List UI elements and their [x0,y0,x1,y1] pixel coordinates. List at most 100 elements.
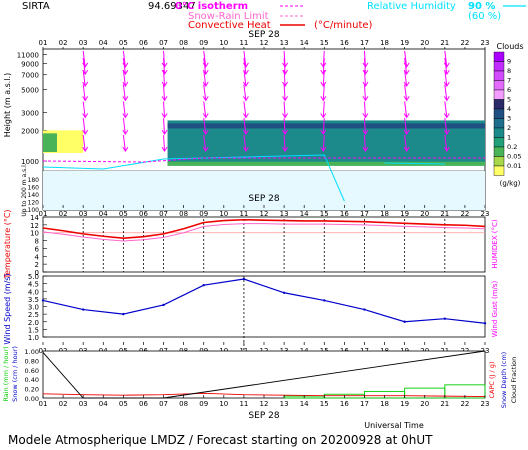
hour-tick-label: 05 [119,400,128,408]
hour-tick-label: 09 [199,39,208,47]
wind-point [483,322,487,325]
wind-arrow-head [242,146,249,153]
wind-arrow-shaft [163,69,166,87]
wind-arrow-head [122,129,129,136]
hour-tick-label: 02 [59,400,68,408]
wind-arrow-shaft [404,101,408,118]
wind-arrow-shaft [122,101,126,118]
hour-tick-label: 21 [440,210,449,218]
hour-tick-label: 01 [39,39,48,47]
wind-arrow-shaft [444,50,448,67]
lower-layer-band [43,171,485,210]
wind-arrow-head [161,113,168,119]
wind-arrow-shaft [122,84,126,101]
precip-tick-label: 0.00 [25,395,39,403]
wind-arrow-head [362,81,369,87]
cloud-legend-swatch [493,146,505,157]
height-tick-label: 5000 [21,87,39,95]
hour-tick-label: 13 [280,39,289,47]
wind-arrow-head [161,81,168,87]
wind-series-line [42,278,486,324]
wind-tick-label: 3.0 [28,304,39,312]
wind-point [242,277,246,281]
wind-arrow-head [403,96,410,102]
wind-arrow-shaft [203,50,207,67]
hour-tick-label: 15 [320,210,329,218]
low-height-tick-label: 140 [28,192,40,199]
low-height-tick-label: 120 [28,200,40,207]
hour-tick-label: 11 [239,39,248,47]
wind-arrow-shaft [283,58,286,75]
hour-tick-label: 01 [39,210,48,218]
hour-tick-label: 02 [59,210,68,218]
temp-tick-label: 0 [35,269,39,277]
hour-tick-label: 02 [59,39,68,47]
x-axis-label: Universal Time [364,421,424,430]
wind-arrow-head [242,129,249,136]
wind-arrow-shaft [163,58,166,75]
legend-rh-60: (60 %) [468,11,501,22]
wind-tick-label: 4.0 [28,288,39,296]
cloud-legend-label: 0.01 [507,162,521,170]
wind-arrow-head [320,96,327,102]
wind-arrow-head [82,129,89,136]
wind-arrow-shaft [82,118,86,135]
wind-arrow-head [242,96,249,102]
wind-arrow-shaft [243,84,247,101]
wind-arrow-head [320,81,327,87]
cloud-fraction-axis-label: Cloud Fraction [510,357,518,404]
hour-tick-label: 16 [340,400,349,408]
wind-arrow-shaft [283,84,286,101]
hour-tick-label: 18 [380,400,389,408]
wind-arrow-shaft [203,58,207,75]
cloud-legend-swatch [493,99,505,110]
cloud-legend-label: 5 [507,96,511,104]
hour-tick-label: 23 [481,400,490,408]
wind-arrow-shaft [404,84,408,101]
low-height-tick-label: 160 [28,185,40,192]
wind-arrow-shaft [444,84,448,101]
hour-tick-label: 05 [119,39,128,47]
hour-tick-label: 19 [400,210,409,218]
capc-line [42,392,486,398]
wind-arrow-head [320,146,327,153]
station-coords: 94.69347 [148,1,196,12]
hour-tick-label: 12 [260,39,269,47]
wind-arrow-shaft [363,69,366,87]
precip-tick-label: 1.00 [25,348,39,356]
low-height-tick-label: 100 [28,207,40,214]
hour-tick-label: 17 [360,39,369,47]
cloud-legend-swatch [493,137,505,148]
wind-arrow-shaft [122,118,126,135]
wind-arrow-shaft [322,69,325,87]
wind-arrow-shaft [82,135,86,152]
legend-isotherm: 0°C isotherm [175,1,248,12]
wind-arrow-shaft [283,101,286,118]
wind-arrow-head [362,113,369,119]
wind-arrow-head [362,129,369,136]
wind-arrow-head [202,113,209,119]
hour-tick-label: 22 [460,210,469,218]
cloud-legend-label: 0.2 [507,143,517,151]
hour-tick-label: 04 [99,39,108,47]
wind-arrow-shaft [322,101,325,118]
station-name: SIRTA [22,1,50,12]
legend-conv-unit: (°C/minute) [314,20,373,31]
wind-arrow-shaft [82,58,86,75]
wind-arrow-head [242,113,249,119]
wind-arrow-head [161,146,168,153]
wind-point [323,299,326,302]
wind-arrow-shaft [243,118,247,135]
low-height-axis-label: Up to 200 m a.s.l. [21,163,28,216]
temp-series-line [42,218,486,240]
header: SIRTA 94.69347 0°C isotherm Snow-Rain Li… [22,1,526,31]
temp-series-line [42,223,486,242]
wind-arrow-head [282,129,289,136]
wind-arrow-head [242,81,249,87]
temp-panel-frame [42,216,486,273]
date-label: SEP 28 [248,194,279,204]
hour-tick-label: 10 [219,210,228,218]
wind-tick-label: 2.0 [28,319,39,327]
wind-arrow-head [443,96,450,102]
wind-arrow-shaft [283,118,286,135]
